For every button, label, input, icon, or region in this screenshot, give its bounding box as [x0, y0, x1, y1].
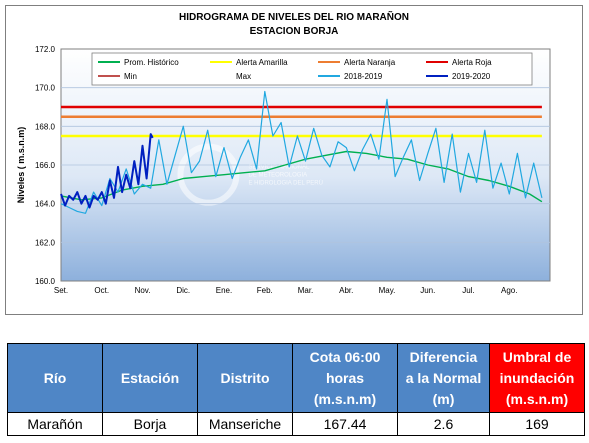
- legend-label: Max: [236, 72, 251, 81]
- header-rio: Río: [7, 343, 103, 413]
- y-tick-label: 170.0: [35, 84, 56, 93]
- x-tick-label: Ene.: [216, 286, 232, 295]
- x-tick-label: Nov.: [135, 286, 151, 295]
- y-tick-label: 166.0: [35, 161, 56, 170]
- watermark-logo-icon: [177, 143, 240, 206]
- header-umbral-line3: (m.s.n.m): [505, 390, 569, 407]
- header-distrito: Distrito: [197, 343, 293, 413]
- table-header-row: Río Estación Distrito Cota 06:00 horas (…: [7, 343, 585, 413]
- chart-title: HIDROGRAMA DE NIVELES DEL RIO MARAÑON: [178, 12, 409, 23]
- legend-box: [91, 52, 533, 86]
- x-tick-label: Mar.: [298, 286, 314, 295]
- legend-label: Alerta Naranja: [344, 58, 396, 67]
- legend-label: Alerta Amarilla: [236, 58, 288, 67]
- header-diferencia-line3: (m): [432, 390, 455, 407]
- legend-label: Alerta Roja: [452, 58, 492, 67]
- series-line-2018-2019: [60, 90, 543, 214]
- cell-distrito: Manseriche: [197, 412, 293, 436]
- cell-cota: 167.44: [292, 412, 398, 436]
- y-axis-label: Niveles ( m.s.n.m): [16, 127, 26, 204]
- y-tick-label: 162.0: [35, 238, 56, 247]
- cell-diferencia: 2.6: [397, 412, 490, 436]
- watermark-text: SERVICIO NACIONAL: [248, 165, 310, 171]
- x-tick-label: Feb.: [257, 286, 273, 295]
- chart-frame: HIDROGRAMA DE NIVELES DEL RIO MARAÑON ES…: [5, 5, 583, 315]
- x-tick-label: Oct.: [94, 286, 109, 295]
- x-tick-label: May.: [379, 286, 396, 295]
- header-cota-line2: horas: [325, 369, 365, 386]
- legend-label: Min: [124, 72, 137, 81]
- header-cota: Cota 06:00 horas (m.s.n.m): [292, 343, 398, 413]
- legend-label: Prom. Histórico: [124, 58, 179, 67]
- x-tick-label: Ago.: [501, 286, 517, 295]
- y-tick-label: 164.0: [35, 200, 56, 209]
- y-tick-label: 172.0: [35, 45, 56, 54]
- x-tick-label: Jun.: [420, 286, 435, 295]
- header-diferencia-line1: Diferencia: [409, 348, 478, 365]
- header-diferencia-line2: a la Normal: [405, 369, 482, 386]
- x-tick-label: Set.: [54, 286, 68, 295]
- legend-label: 2018-2019: [344, 72, 383, 81]
- header-cota-line1: Cota 06:00: [309, 348, 381, 365]
- x-tick-label: Jul.: [462, 286, 474, 295]
- watermark-text: DE METEOROLOGIA: [248, 173, 307, 179]
- header-umbral: Umbral de inundación (m.s.n.m): [489, 343, 585, 413]
- x-tick-label: Abr.: [339, 286, 353, 295]
- x-tick-label: Dic.: [176, 286, 190, 295]
- header-estacion: Estación: [102, 343, 198, 413]
- cell-estacion: Borja: [102, 412, 198, 436]
- header-cota-line3: (m.s.n.m): [313, 390, 377, 407]
- table-row: Marañón Borja Manseriche 167.44 2.6 169: [7, 412, 585, 436]
- header-umbral-line1: Umbral de: [502, 348, 572, 365]
- header-umbral-line2: inundación: [499, 369, 575, 386]
- y-tick-label: 160.0: [35, 277, 56, 286]
- y-tick-label: 168.0: [35, 122, 56, 131]
- chart-subtitle: ESTACION BORJA: [249, 26, 339, 37]
- station-table: Río Estación Distrito Cota 06:00 horas (…: [7, 343, 585, 436]
- header-diferencia: Diferencia a la Normal (m): [397, 343, 490, 413]
- legend-label: 2019-2020: [452, 72, 491, 81]
- series-line-2019-2020: [60, 133, 154, 209]
- cell-umbral: 169: [489, 412, 585, 436]
- watermark-text: E HIDROLOGIA DEL PERÚ: [248, 180, 322, 187]
- cell-rio: Marañón: [7, 412, 103, 436]
